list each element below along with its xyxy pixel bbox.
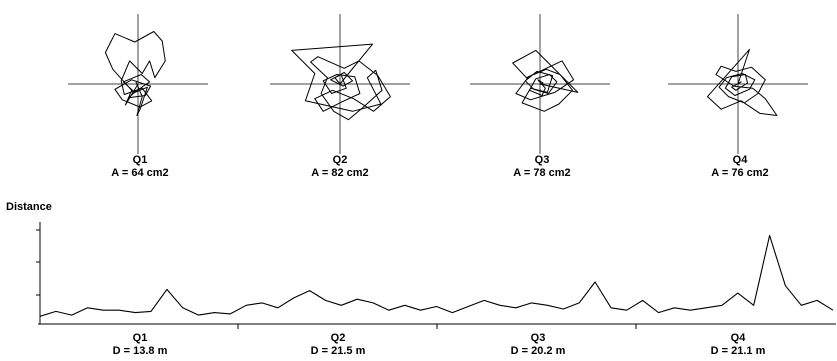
q2-area-title: Q2 bbox=[333, 154, 348, 166]
q4-distance-label: D = 21.1 m bbox=[711, 345, 766, 357]
q2-area-label: A = 82 cm2 bbox=[311, 167, 368, 179]
q3-area-label: A = 78 cm2 bbox=[513, 167, 570, 179]
distance-labels: Q1 D = 13.8 m Q2 D = 21.5 m Q3 D = 20.2 … bbox=[113, 332, 766, 357]
q3-distance-label: D = 20.2 m bbox=[511, 345, 566, 357]
distance-plot bbox=[36, 222, 836, 329]
q3-distance-title: Q3 bbox=[531, 332, 546, 344]
distance-axis-title: Distance bbox=[6, 201, 52, 213]
q1-distance-title: Q1 bbox=[133, 332, 148, 344]
q1-distance-label: D = 13.8 m bbox=[113, 345, 168, 357]
trajectory-path-q3 bbox=[512, 49, 579, 112]
trajectory-path-q2 bbox=[291, 43, 391, 121]
trajectory-panel-q4 bbox=[668, 14, 808, 154]
q4-area-label: A = 76 cm2 bbox=[711, 167, 768, 179]
q3-area-title: Q3 bbox=[535, 154, 550, 166]
distance-series-line bbox=[39, 234, 834, 317]
q4-distance-title: Q4 bbox=[731, 332, 747, 344]
trajectory-panel-q3 bbox=[470, 14, 610, 154]
trajectory-panel-q1 bbox=[68, 14, 208, 154]
q1-area-label: A = 64 cm2 bbox=[111, 167, 168, 179]
trajectory-panel-q2 bbox=[270, 14, 410, 154]
trajectory-path-q1 bbox=[104, 31, 166, 116]
q2-distance-label: D = 21.5 m bbox=[311, 345, 366, 357]
trajectory-path-q4 bbox=[707, 48, 778, 116]
q4-area-title: Q4 bbox=[733, 154, 749, 166]
quadrant-labels: Q1 A = 64 cm2 Q2 A = 82 cm2 Q3 A = 78 cm… bbox=[111, 154, 768, 179]
trajectory-panels bbox=[68, 14, 808, 154]
q2-distance-title: Q2 bbox=[331, 332, 346, 344]
q1-area-title: Q1 bbox=[133, 154, 148, 166]
